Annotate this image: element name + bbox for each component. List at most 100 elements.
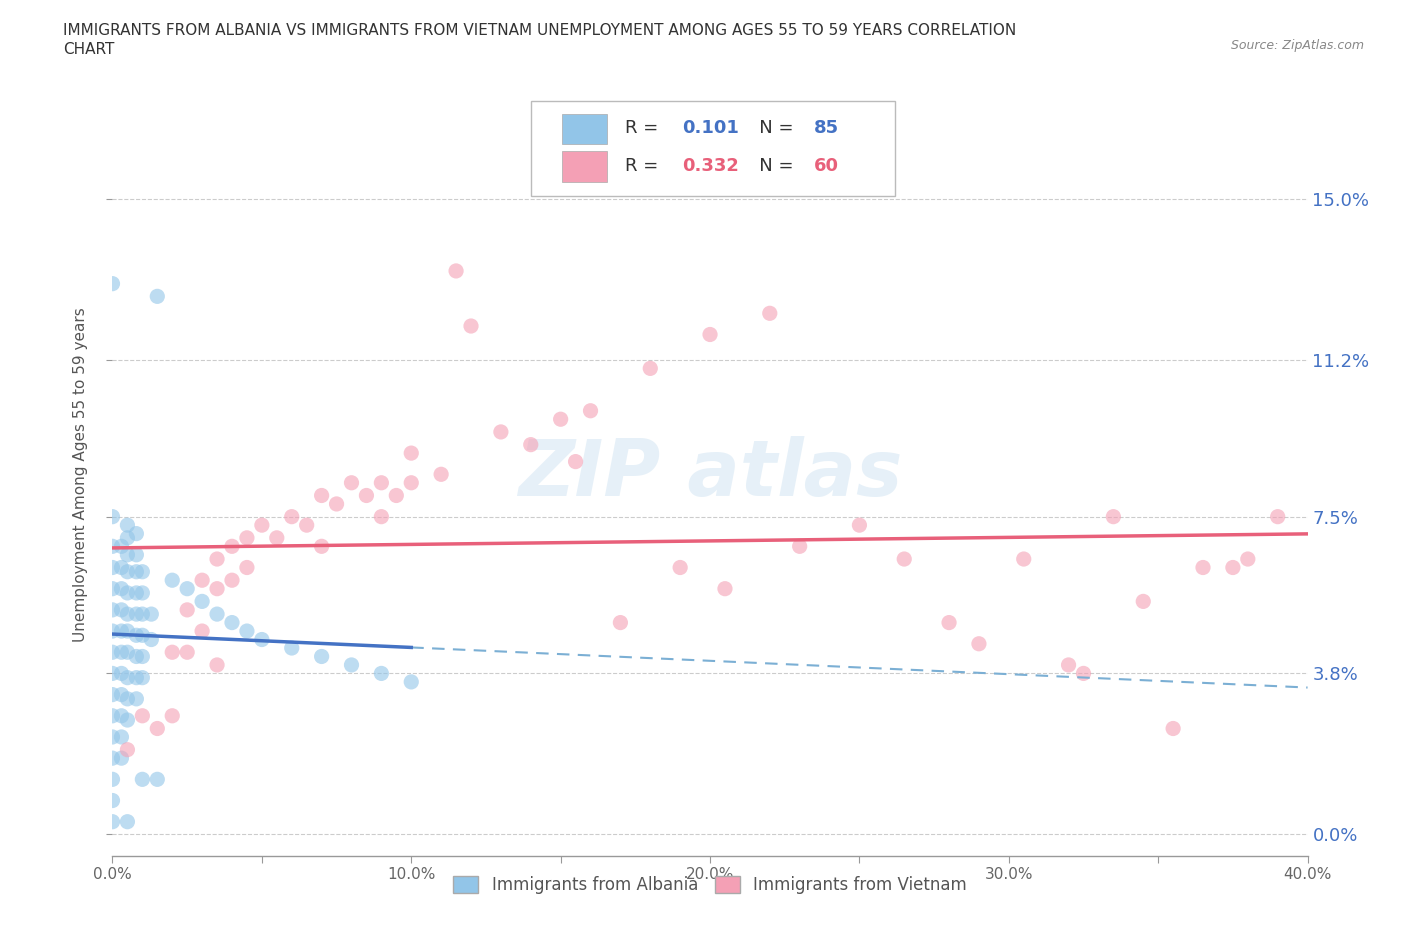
Text: 0.332: 0.332 <box>682 157 740 175</box>
Point <box>640 361 662 376</box>
Point <box>401 475 423 490</box>
Point <box>131 606 153 621</box>
Point <box>110 560 132 575</box>
Point <box>125 565 148 579</box>
Point <box>146 721 169 736</box>
Point <box>340 475 363 490</box>
Point <box>191 624 214 639</box>
Point <box>117 518 139 533</box>
Point <box>205 606 228 621</box>
FancyBboxPatch shape <box>562 152 607 182</box>
Point <box>131 649 153 664</box>
Point <box>117 671 139 685</box>
Point <box>131 772 153 787</box>
Point <box>221 538 243 553</box>
Point <box>221 573 243 588</box>
Point <box>117 530 139 545</box>
Point <box>1192 560 1215 575</box>
Point <box>110 687 132 702</box>
Point <box>101 815 124 830</box>
Point <box>205 551 228 566</box>
Point <box>125 526 148 541</box>
Point <box>101 581 124 596</box>
Point <box>162 709 183 724</box>
Text: IMMIGRANTS FROM ALBANIA VS IMMIGRANTS FROM VIETNAM UNEMPLOYMENT AMONG AGES 55 TO: IMMIGRANTS FROM ALBANIA VS IMMIGRANTS FR… <box>63 23 1017 38</box>
Text: R =: R = <box>626 119 664 138</box>
Point <box>125 671 148 685</box>
Point <box>117 712 139 727</box>
Point <box>1161 721 1184 736</box>
Point <box>110 729 132 744</box>
Point <box>385 488 408 503</box>
Point <box>250 632 273 647</box>
Point <box>609 615 631 630</box>
Point <box>714 581 737 596</box>
Point <box>117 548 139 563</box>
Point <box>295 518 318 533</box>
Point <box>101 687 124 702</box>
Point <box>110 603 132 618</box>
Point <box>101 729 124 744</box>
Point <box>236 530 259 545</box>
Text: N =: N = <box>742 157 800 175</box>
Point <box>430 467 453 482</box>
Point <box>101 793 124 808</box>
Text: R =: R = <box>626 157 664 175</box>
Point <box>789 538 811 553</box>
Point <box>848 518 870 533</box>
Point <box>101 538 124 553</box>
FancyBboxPatch shape <box>531 100 896 196</box>
Point <box>236 560 259 575</box>
Point <box>311 538 333 553</box>
Point <box>117 815 139 830</box>
Point <box>110 538 132 553</box>
Point <box>146 772 169 787</box>
Point <box>236 624 259 639</box>
Point <box>1132 594 1154 609</box>
Point <box>162 644 183 659</box>
Point <box>669 560 692 575</box>
Point <box>101 276 124 291</box>
Text: CHART: CHART <box>63 42 115 57</box>
Point <box>117 691 139 706</box>
Point <box>1267 510 1289 525</box>
Point <box>1073 666 1095 681</box>
Point <box>110 666 132 681</box>
Text: ZIP atlas: ZIP atlas <box>517 436 903 512</box>
Point <box>176 603 198 618</box>
Text: N =: N = <box>742 119 800 138</box>
Point <box>110 644 132 659</box>
Point <box>699 327 721 342</box>
Point <box>162 573 183 588</box>
Point <box>191 573 214 588</box>
Point <box>125 691 148 706</box>
Point <box>131 671 153 685</box>
Point <box>117 586 139 601</box>
Point <box>117 606 139 621</box>
Point <box>1057 658 1080 672</box>
Point <box>110 624 132 639</box>
Text: 85: 85 <box>814 119 839 138</box>
Point <box>101 603 124 618</box>
Point <box>325 497 347 512</box>
Point <box>131 709 153 724</box>
Point <box>311 649 333 664</box>
Point <box>125 586 148 601</box>
Point <box>340 658 363 672</box>
Point <box>101 709 124 724</box>
Point <box>550 412 572 427</box>
Point <box>141 632 163 647</box>
Text: Source: ZipAtlas.com: Source: ZipAtlas.com <box>1230 39 1364 52</box>
Point <box>125 649 148 664</box>
Point <box>311 488 333 503</box>
Point <box>110 581 132 596</box>
Point <box>444 263 467 278</box>
Point <box>101 751 124 765</box>
Point <box>125 548 148 563</box>
Point <box>117 624 139 639</box>
Point <box>131 586 153 601</box>
Point <box>141 606 163 621</box>
Point <box>176 644 198 659</box>
Point <box>1237 551 1260 566</box>
Point <box>101 666 124 681</box>
